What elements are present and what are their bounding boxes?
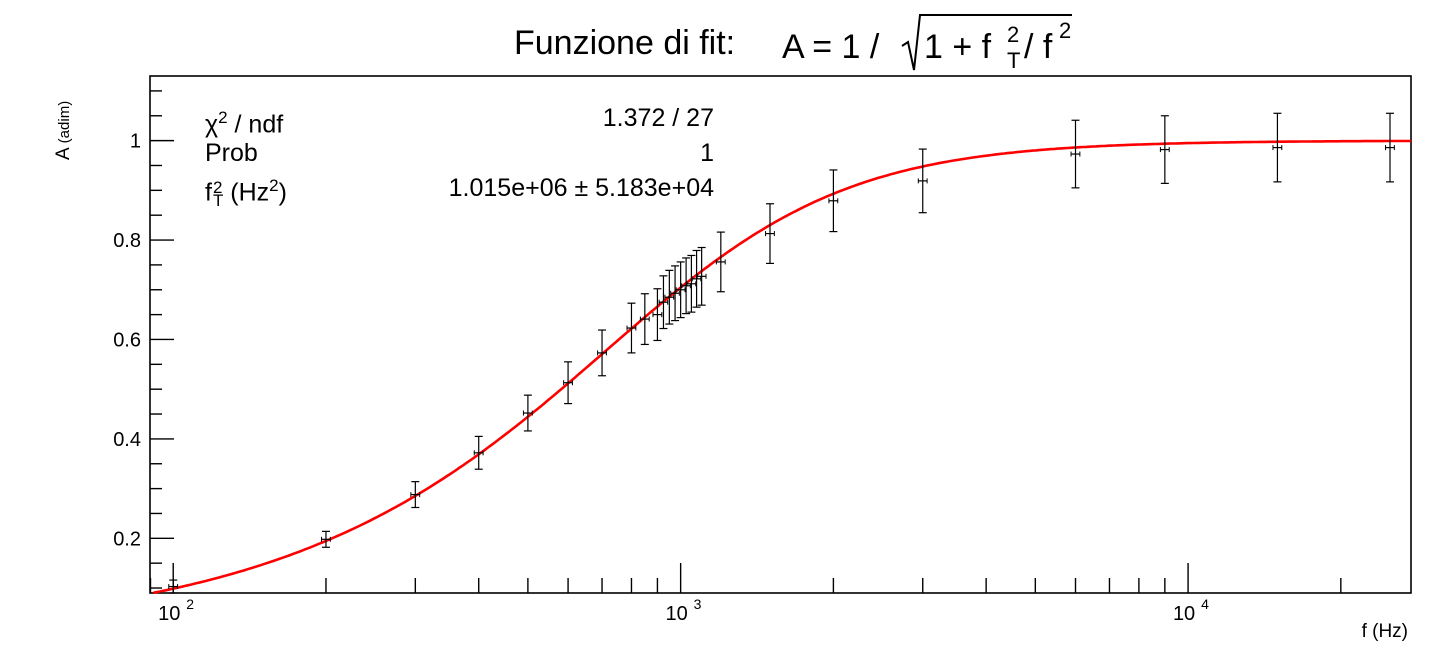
data-point xyxy=(522,394,533,432)
data-point xyxy=(670,265,680,322)
x-tick-label: 10 4 xyxy=(1173,596,1209,625)
data-point xyxy=(410,481,421,509)
stat-prob-value: 1 xyxy=(700,139,714,167)
x-tick-exp: 3 xyxy=(694,596,702,612)
data-point xyxy=(675,261,686,319)
fit-formula: A = 1 / 1 + f 2 T / f 2 xyxy=(782,14,1072,73)
data-point xyxy=(1272,112,1283,183)
chart-title: Funzione di fit: A = 1 / 1 + f 2 T / f 2 xyxy=(0,14,1456,73)
y-axis-label: A (adim) xyxy=(53,101,74,160)
stat-prob-label: Prob xyxy=(205,139,258,167)
data-point xyxy=(686,254,697,313)
y-tick-label: 0.6 xyxy=(113,329,141,351)
svg-text:A(adim): A (adim) xyxy=(53,101,74,160)
x-tick-label: 10 2 xyxy=(158,596,194,625)
data-point xyxy=(828,169,839,233)
stat-param-value: 1.015e+06 ± 5.183e+04 xyxy=(448,174,714,202)
data-point xyxy=(696,246,707,306)
x-tick-exp: 2 xyxy=(186,596,194,612)
y-axis-ticks xyxy=(150,90,174,589)
x-axis-tick-labels: 10 2 10 3 10 4 xyxy=(158,596,1209,625)
title-prefix: Funzione di fit: xyxy=(514,24,736,62)
y-axis-tick-labels: 0.2 0.4 0.6 0.8 1 xyxy=(113,131,141,551)
data-point xyxy=(681,257,691,315)
x-axis-ticks xyxy=(149,563,1342,593)
formula-sup-2b: 2 xyxy=(1059,18,1071,43)
data-point xyxy=(321,530,331,548)
formula-sub-T: T xyxy=(1007,48,1020,73)
data-points xyxy=(168,112,1395,594)
data-point xyxy=(917,148,928,214)
data-point xyxy=(168,579,179,594)
formula-lhs: A = 1 / xyxy=(782,28,880,66)
x-tick-exp: 4 xyxy=(1201,596,1209,612)
data-point xyxy=(639,293,650,346)
y-tick-label: 0.4 xyxy=(113,429,141,451)
data-point xyxy=(626,302,637,354)
data-point xyxy=(1070,119,1081,189)
data-point xyxy=(1159,115,1170,184)
formula-one-plus: 1 + f xyxy=(924,28,992,66)
x-tick-base: 10 xyxy=(158,603,180,625)
data-point xyxy=(473,435,484,470)
data-point xyxy=(715,231,726,293)
y-tick-label: 1 xyxy=(130,131,141,153)
data-point xyxy=(765,203,775,265)
data-point xyxy=(563,361,573,405)
y-axis-label-main: A xyxy=(53,147,74,160)
y-axis-label-unit: (adim) xyxy=(56,101,73,144)
x-tick-base: 10 xyxy=(666,603,688,625)
formula-sup-2: 2 xyxy=(1007,22,1019,47)
data-point xyxy=(691,249,702,308)
y-tick-label: 0.8 xyxy=(113,230,141,252)
plot-frame xyxy=(149,75,1412,594)
data-point xyxy=(658,275,669,330)
data-point xyxy=(597,329,607,377)
formula-over-f: / f xyxy=(1024,28,1053,66)
sqrt-sign xyxy=(901,14,1072,71)
stat-chi2-label: χ2 / ndf xyxy=(205,108,284,139)
y-tick-label: 0.2 xyxy=(113,528,141,550)
x-axis-label: f (Hz) xyxy=(1362,621,1408,642)
data-point xyxy=(652,288,663,342)
data-point xyxy=(664,269,675,325)
fit-curve xyxy=(152,139,1411,595)
x-tick-base: 10 xyxy=(1173,603,1195,625)
stat-chi2-value: 1.372 / 27 xyxy=(602,104,714,132)
data-point xyxy=(1385,112,1395,183)
x-tick-label: 10 3 xyxy=(666,596,702,625)
